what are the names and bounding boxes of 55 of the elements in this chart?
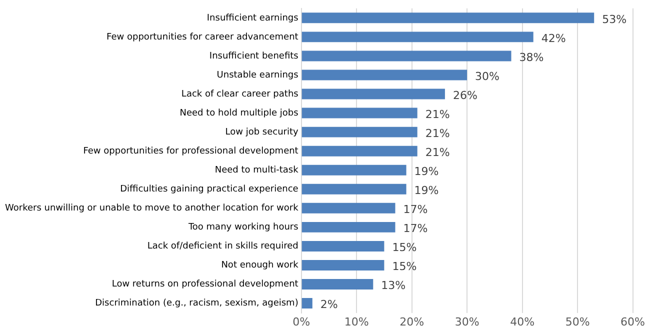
data-label: 26% — [452, 88, 478, 102]
y-tick-label: Low returns on professional development — [112, 280, 299, 290]
y-tick-label: Lack of/deficient in skills required — [147, 242, 298, 252]
bar — [302, 240, 384, 252]
bar — [302, 164, 406, 176]
data-label: 15% — [392, 241, 417, 254]
bar — [302, 126, 418, 138]
bar — [302, 146, 418, 156]
data-label: 17% — [403, 222, 428, 236]
y-tick-label: Discrimination (e.g., racism, sexism, ageism) — [95, 298, 298, 309]
bar — [302, 202, 396, 214]
y-tick-label: Few opportunities for career advancement — [106, 32, 299, 42]
bar — [302, 88, 445, 100]
data-label: 13% — [381, 279, 406, 292]
bar — [302, 298, 312, 309]
bar — [302, 50, 512, 62]
data-label: 19% — [414, 184, 439, 197]
bar — [302, 184, 406, 194]
bar — [302, 222, 396, 232]
y-tick-label: Need to multi-task — [214, 165, 300, 176]
data-label: 19% — [414, 164, 439, 178]
bar — [302, 70, 468, 80]
x-tick-label: 10% — [344, 315, 369, 328]
y-tick-label: Low job security — [225, 127, 299, 138]
x-tick-label: 60% — [620, 315, 645, 328]
y-tick-label: Difficulties gaining practical experience — [120, 184, 299, 194]
data-label: 53% — [602, 12, 627, 26]
x-tick-label: 0% — [292, 315, 310, 328]
x-tick-label: 40% — [510, 315, 535, 328]
data-label: 2% — [320, 298, 338, 312]
y-tick-label: Insufficient benefits — [209, 51, 299, 62]
data-label: 38% — [519, 50, 544, 64]
data-label: 42% — [541, 32, 566, 45]
data-label: 21% — [425, 146, 450, 159]
x-tick-label: 20% — [400, 315, 424, 328]
y-tick-label: Insufficient earnings — [206, 13, 299, 24]
bar — [302, 260, 384, 270]
bar — [302, 12, 594, 24]
y-tick-label: Workers unwilling or unable to move to another location for work — [4, 204, 300, 214]
y-tick-label: Need to hold multiple jobs — [180, 108, 299, 118]
y-tick-label: Lack of clear career paths — [181, 89, 299, 100]
y-tick-label: Few opportunities for professional development — [83, 146, 299, 156]
data-label: 21% — [425, 126, 450, 140]
x-tick-label: 50% — [565, 315, 590, 328]
bar — [302, 32, 534, 42]
bar — [302, 108, 418, 118]
data-label: 21% — [425, 108, 450, 121]
y-tick-label: Unstable earnings — [216, 70, 299, 80]
y-tick-label: Too many working hours — [187, 222, 299, 233]
bar — [302, 279, 374, 290]
y-tick-label: Not enough work — [221, 260, 300, 271]
data-label: 15% — [392, 260, 417, 274]
data-label: 17% — [403, 203, 428, 216]
data-label: 30% — [475, 70, 500, 83]
x-tick-label: 30% — [454, 315, 480, 328]
